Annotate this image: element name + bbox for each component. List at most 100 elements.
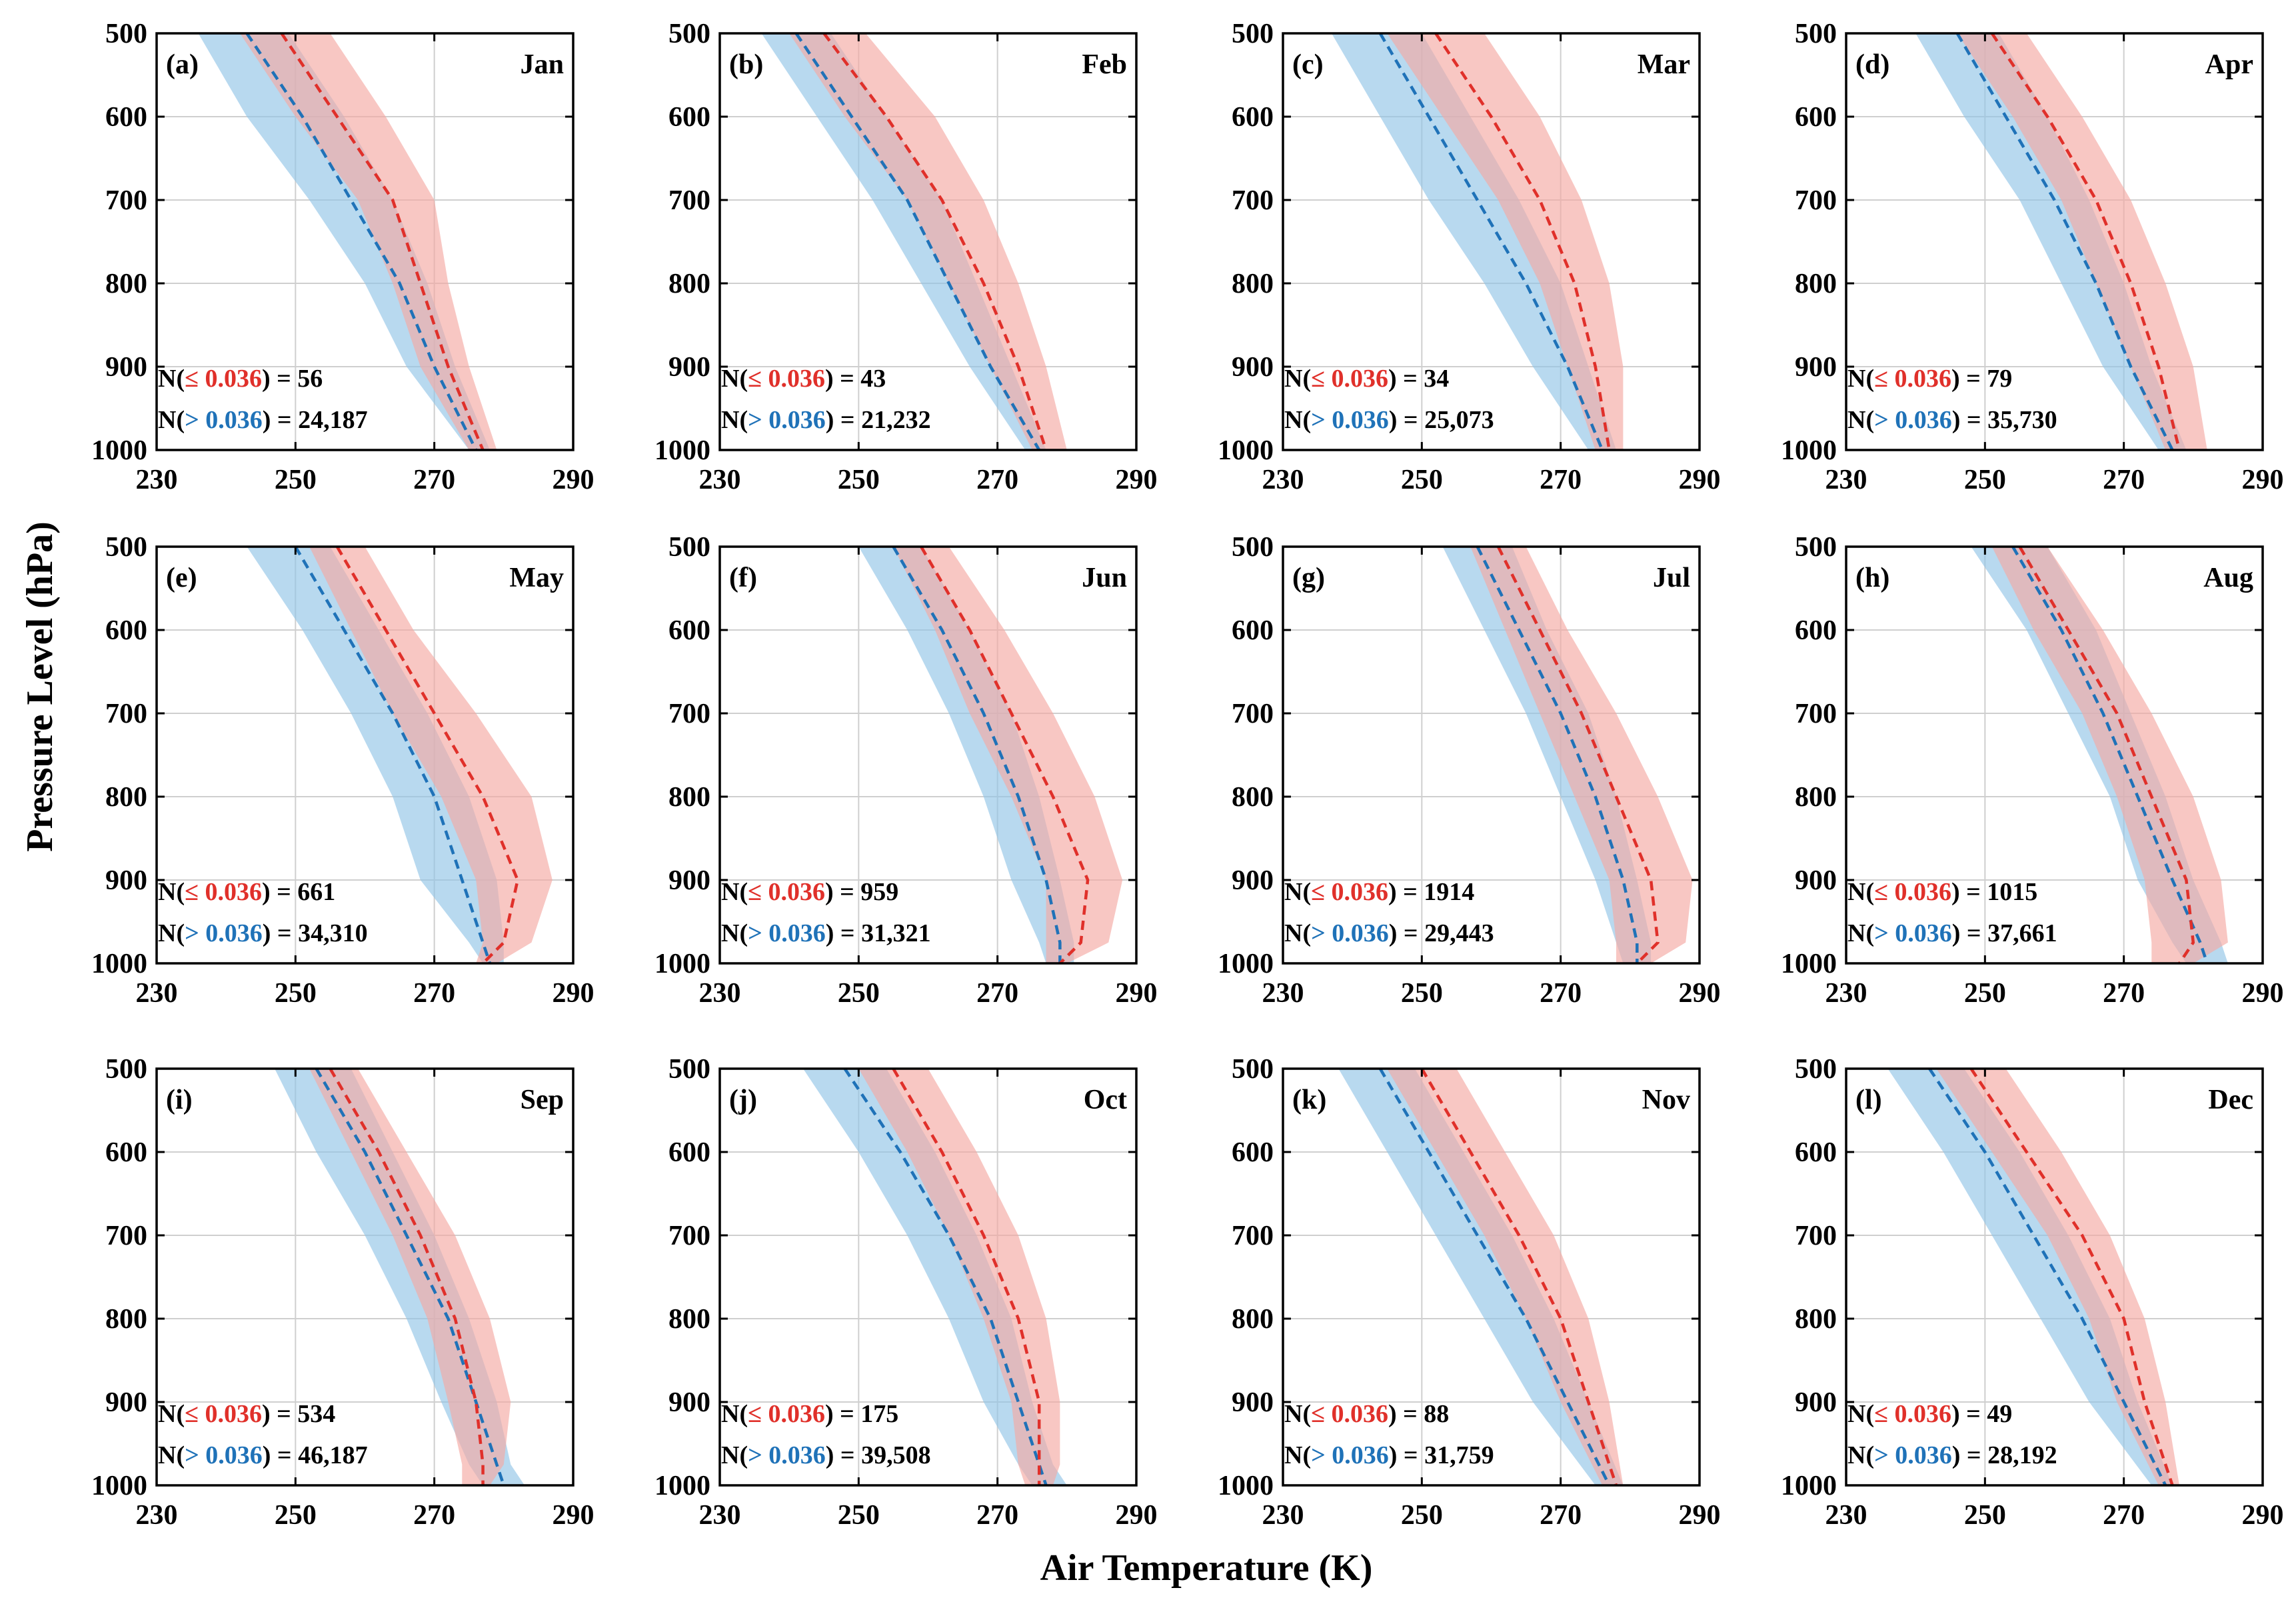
count-high-condition: > 0.036 [1874,1441,1952,1469]
y-tick-label: 500 [1232,1054,1274,1085]
count-high-value: ) = 35,730 [1952,406,2057,434]
panel-jan: 230 250 270 290 500 600 700 800 900 1000 (a) Jan N(≤… [91,19,594,495]
panel-letter: (j) [729,1085,757,1115]
y-tick-label: 900 [105,352,147,383]
spread-band-low [1470,547,1693,963]
y-tick-label: 800 [1795,782,1837,813]
y-tick-label: 500 [1232,19,1274,49]
y-tick-label: 900 [1232,352,1274,383]
spread-band-high [1442,547,1652,963]
y-tick-label: 500 [668,19,710,49]
count-high-condition: > 0.036 [748,406,826,434]
panel-month: May [509,563,564,593]
spread-band-low [1936,1069,2179,1485]
panel-feb: 230 250 270 290 500 600 700 800 900 1000 (b) Feb N(≤… [654,19,1158,495]
y-tick-label: 500 [105,19,147,49]
x-tick-label: 290 [553,465,594,495]
count-prefix: N( [1847,919,1874,947]
count-high: N(> 0.036) = 37,661 [1847,919,2057,947]
count-low-condition: ≤ 0.036 [1874,365,1951,393]
y-tick-label: 900 [668,865,710,896]
y-tick-label: 800 [105,782,147,813]
x-tick-label: 230 [1262,978,1304,1009]
count-low-value: ) = 175 [825,1400,898,1428]
spread-band-high [858,547,1074,963]
x-tick-label: 230 [699,978,741,1009]
x-tick-label: 290 [1116,978,1158,1009]
count-low: N(≤ 0.036) = 79 [1847,365,2012,393]
panel-letter: (g) [1292,563,1325,593]
count-low-condition: ≤ 0.036 [748,878,825,906]
panel-mar: 230 250 270 290 500 600 700 800 900 1000 (c) Mar N(≤… [1218,19,1721,495]
count-high-condition: > 0.036 [748,919,826,947]
x-tick-label: 230 [1825,465,1867,495]
count-prefix: N( [1847,406,1874,434]
y-tick-label: 600 [1232,1137,1274,1168]
x-tick-label: 270 [1540,978,1582,1009]
mean-line-low [1434,33,1611,450]
x-tick-label: 290 [2242,465,2284,495]
count-high-condition: > 0.036 [185,1441,263,1469]
count-prefix: N( [158,878,185,906]
x-tick-label: 270 [1540,1500,1582,1531]
panel-nov: 230 250 270 290 500 600 700 800 900 1000 (k) Nov N(≤… [1218,1054,1721,1531]
count-low-condition: ≤ 0.036 [1311,1400,1388,1428]
panel-letter: (f) [729,563,757,593]
count-high-condition: > 0.036 [1874,406,1952,434]
count-high: N(> 0.036) = 24,187 [158,406,368,434]
count-low: N(≤ 0.036) = 1015 [1847,878,2037,906]
panel-jun: 230 250 270 290 500 600 700 800 900 1000 (f) Jun N(≤… [654,532,1158,1009]
y-tick-label: 600 [105,615,147,646]
x-tick-label: 250 [1964,978,2006,1009]
y-tick-label: 700 [1232,1221,1274,1251]
spread-band-low [309,1069,511,1485]
panel-letter: (h) [1855,563,1889,593]
count-prefix: N( [1284,1441,1311,1469]
y-tick-label: 800 [668,782,710,813]
panel-month: Jul [1653,563,1690,593]
x-tick-label: 290 [2242,1500,2284,1531]
count-prefix: N( [158,406,185,434]
count-high-condition: > 0.036 [1874,919,1952,947]
x-tick-label: 270 [413,465,455,495]
x-tick-label: 290 [553,978,594,1009]
count-low: N(≤ 0.036) = 175 [721,1400,898,1428]
count-prefix: N( [721,365,748,393]
mean-line-high [1378,33,1604,450]
plot-frame [718,545,1138,965]
y-tick-label: 900 [105,1387,147,1418]
mean-line-high [843,1069,1048,1485]
y-tick-label: 600 [1795,102,1837,133]
panel-month: Mar [1638,49,1690,80]
x-tick-label: 230 [1262,1500,1304,1531]
plot-frame [1845,1067,2264,1487]
count-prefix: N( [1284,1400,1311,1428]
mean-line-high [1928,1069,2167,1485]
plot-frame [1282,545,1701,965]
plot-frame [1282,1067,1701,1487]
mean-line-low [1990,33,2181,450]
count-high-value: ) = 24,187 [263,406,368,434]
y-tick-label: 500 [1795,1054,1837,1085]
count-high: N(> 0.036) = 29,443 [1284,919,1494,947]
y-tick-label: 900 [668,1387,710,1418]
count-prefix: N( [1284,919,1311,947]
count-low-value: ) = 43 [825,365,886,393]
x-tick-label: 290 [553,1500,594,1531]
x-tick-label: 230 [1262,465,1304,495]
x-tick-label: 290 [2242,978,2284,1009]
y-tick-label: 1000 [91,949,147,979]
y-tick-label: 500 [105,532,147,563]
y-tick-label: 700 [1232,185,1274,216]
count-low-condition: ≤ 0.036 [1874,878,1951,906]
spread-band-low [858,1069,1060,1485]
y-tick-label: 700 [1795,1221,1837,1251]
y-tick-label: 600 [1232,615,1274,646]
spread-band-high [803,1069,1067,1485]
spread-band-high [1331,33,1616,450]
x-tick-label: 250 [1401,465,1443,495]
count-prefix: N( [1847,1400,1874,1428]
y-tick-label: 500 [1795,19,1837,49]
count-low: N(≤ 0.036) = 88 [1284,1400,1449,1428]
